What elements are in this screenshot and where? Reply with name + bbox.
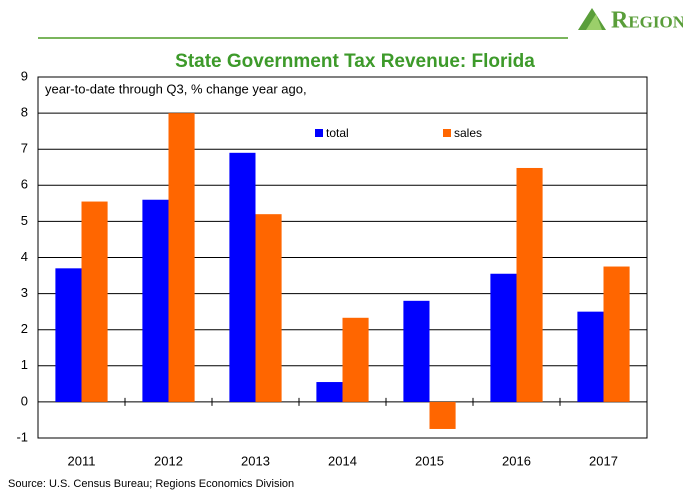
y-tick-label: 9 — [21, 68, 28, 83]
bar — [490, 273, 517, 402]
annotation: year-to-date through Q3, % change year a… — [45, 81, 307, 96]
bar — [55, 268, 82, 402]
legend-label: total — [326, 126, 349, 140]
y-tick-label: 1 — [21, 357, 28, 372]
plot-frame — [37, 76, 648, 439]
y-tick-label: 2 — [21, 321, 28, 336]
x-tick-label: 2016 — [502, 453, 531, 468]
bar — [342, 317, 369, 402]
y-tick-label: 3 — [21, 285, 28, 300]
bar — [255, 214, 282, 402]
chart-title: State Government Tax Revenue: Florida — [175, 51, 535, 72]
y-tick-label: 0 — [21, 393, 28, 408]
bar — [316, 382, 343, 402]
y-tick-label: 8 — [21, 105, 28, 120]
bar — [577, 311, 604, 402]
y-tick-label: 4 — [21, 249, 28, 264]
x-tick-label: 2011 — [68, 453, 96, 468]
legend-label: sales — [454, 126, 482, 140]
bar — [229, 152, 256, 402]
legend-swatch — [443, 129, 451, 137]
legend-swatch — [315, 129, 323, 137]
y-tick-label: 7 — [21, 141, 28, 156]
source: Source: U.S. Census Bureau; Regions Econ… — [8, 478, 294, 490]
y-tick-label: 5 — [21, 213, 28, 228]
bar — [603, 266, 630, 402]
y-tick-label: 6 — [21, 177, 28, 192]
bar — [142, 199, 169, 402]
x-tick-label: 2013 — [241, 453, 270, 468]
bar — [81, 201, 108, 402]
bar — [429, 401, 456, 429]
bar — [516, 167, 543, 402]
x-tick-label: 2014 — [328, 453, 357, 468]
logo-icon — [586, 14, 602, 30]
bar — [403, 300, 430, 402]
x-tick-label: 2017 — [589, 453, 618, 468]
x-tick-label: 2012 — [154, 453, 183, 468]
y-tick-label: -1 — [16, 429, 28, 444]
x-tick-label: 2015 — [415, 453, 444, 468]
bar — [168, 113, 195, 402]
brand: Regions — [611, 8, 683, 34]
